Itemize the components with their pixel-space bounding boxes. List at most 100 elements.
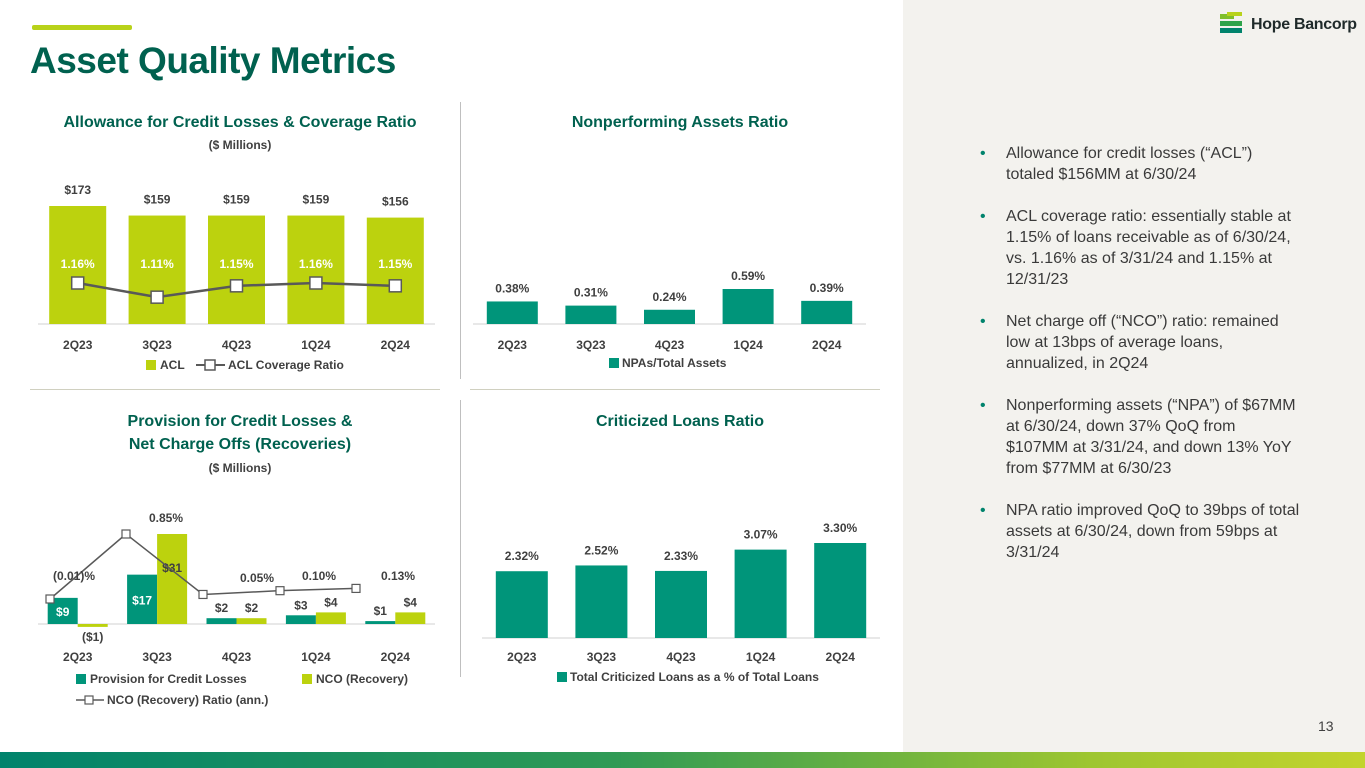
bullet-dot-icon: • bbox=[980, 502, 986, 519]
acl-bar bbox=[49, 206, 107, 324]
criticized-bar-label: 2.32% bbox=[505, 549, 539, 563]
company-logo: Hope Bancorp bbox=[1217, 11, 1357, 39]
provision-bar-label: $9 bbox=[56, 605, 70, 619]
acl-bar bbox=[366, 217, 424, 324]
criticized-bar-label: 2.52% bbox=[584, 543, 618, 557]
criticized-bar-label: 3.07% bbox=[744, 528, 778, 542]
logo-text: Hope Bancorp bbox=[1251, 16, 1357, 33]
bullet-item: • ACL coverage ratio: essentially stable … bbox=[980, 206, 1300, 290]
npa-tick-label: 2Q23 bbox=[498, 338, 528, 352]
key-points-list: • Allowance for credit losses (“ACL”) tot… bbox=[980, 143, 1300, 584]
bullet-text: Allowance for credit losses (“ACL”) tota… bbox=[1006, 145, 1253, 183]
criticized-bar-label: 2.33% bbox=[664, 549, 698, 563]
criticized-bar bbox=[814, 543, 867, 638]
acl-legend-label: ACL bbox=[160, 358, 185, 372]
criticized-tick-label: 2Q24 bbox=[826, 650, 856, 664]
bullet-dot-icon: • bbox=[980, 397, 986, 414]
criticized-bar bbox=[734, 549, 787, 638]
provision-bar-label: $1 bbox=[374, 604, 388, 618]
acl-tick-label: 1Q24 bbox=[301, 338, 331, 352]
acl-coverage-marker bbox=[150, 290, 164, 304]
npa-tick-label: 3Q23 bbox=[576, 338, 606, 352]
provision-bar bbox=[365, 621, 396, 624]
provision-bar-label: $2 bbox=[215, 601, 229, 615]
npa-bar-label: 0.24% bbox=[652, 290, 686, 304]
acl-bar bbox=[287, 215, 345, 324]
npa-bar bbox=[644, 309, 695, 324]
nco-ratio-marker bbox=[275, 586, 285, 596]
nco-bar bbox=[77, 624, 108, 627]
acl-bar bbox=[208, 215, 265, 324]
nco-bar bbox=[157, 534, 188, 624]
nco-legend-swatch bbox=[302, 674, 312, 684]
provision-bar bbox=[285, 615, 316, 624]
bullet-item: • Allowance for credit losses (“ACL”) tot… bbox=[980, 143, 1300, 185]
title-accent-line bbox=[32, 25, 132, 30]
bullet-text: Net charge off (“NCO”) ratio: remained l… bbox=[1006, 313, 1279, 372]
horizontal-divider-right bbox=[470, 389, 880, 390]
criticized-chart-title: Criticized Loans Ratio bbox=[595, 413, 765, 430]
acl-legend-swatch bbox=[146, 360, 156, 370]
acl-coverage-marker bbox=[70, 276, 85, 290]
acl-coverage-label: 1.15% bbox=[378, 257, 412, 271]
nco-ratio-label: 0.85% bbox=[149, 511, 183, 525]
nco-ratio-legend-marker bbox=[84, 695, 94, 705]
nco-ratio-line bbox=[49, 533, 357, 600]
criticized-tick-label: 2Q23 bbox=[507, 650, 537, 664]
nco-bar bbox=[395, 612, 426, 624]
provision-bar-label: $3 bbox=[294, 598, 308, 612]
npa-legend-swatch bbox=[609, 358, 619, 368]
nco-ratio-legend-label: NCO (Recovery) Ratio (ann.) bbox=[107, 693, 268, 707]
provision-tick-label: 4Q23 bbox=[222, 650, 252, 664]
npa-bar-label: 0.31% bbox=[574, 286, 608, 300]
provision-bar bbox=[206, 618, 237, 624]
acl-coverage-label: 1.16% bbox=[299, 257, 333, 271]
acl-chart-title: Allowance for Credit Losses & Coverage R… bbox=[63, 114, 417, 131]
acl-coverage-marker bbox=[309, 276, 323, 290]
provision-chart-subtitle: ($ Millions) bbox=[208, 461, 272, 475]
acl-bar-label: $159 bbox=[144, 193, 171, 207]
provision-chart-title-line2: Net Charge Offs (Recoveries) bbox=[128, 436, 352, 453]
vertical-divider-bottom bbox=[460, 400, 461, 677]
nco-bar-label: $2 bbox=[245, 601, 259, 615]
acl-coverage-marker bbox=[229, 279, 244, 293]
acl-coverage-marker bbox=[388, 279, 403, 293]
summary-panel bbox=[903, 0, 1365, 752]
acl-bar-label: $159 bbox=[223, 193, 250, 207]
page-number: 13 bbox=[1318, 718, 1334, 734]
bullet-item: • NPA ratio improved QoQ to 39bps of tota… bbox=[980, 500, 1300, 563]
npa-bar-label: 0.39% bbox=[810, 281, 844, 295]
bullet-text: ACL coverage ratio: essentially stable a… bbox=[1006, 208, 1291, 288]
acl-tick-label: 2Q24 bbox=[381, 338, 411, 352]
provision-tick-label: 3Q23 bbox=[142, 650, 172, 664]
acl-coverage-label: 1.15% bbox=[219, 257, 253, 271]
bullet-dot-icon: • bbox=[980, 145, 986, 162]
acl-tick-label: 2Q23 bbox=[63, 338, 93, 352]
bullet-item: • Net charge off (“NCO”) ratio: remained … bbox=[980, 311, 1300, 374]
page-title: Asset Quality Metrics bbox=[30, 40, 396, 81]
criticized-legend-label: Total Criticized Loans as a % of Total L… bbox=[570, 670, 819, 684]
nco-bar bbox=[236, 618, 267, 624]
hope-bancorp-logo-icon bbox=[1220, 12, 1242, 33]
nco-bar-label: $4 bbox=[324, 595, 338, 609]
criticized-bar-label: 3.30% bbox=[823, 521, 857, 535]
acl-bar-label: $159 bbox=[303, 193, 330, 207]
acl-chart-subtitle: ($ Millions) bbox=[208, 138, 272, 152]
npa-tick-label: 1Q24 bbox=[733, 338, 763, 352]
npa-bar-label: 0.38% bbox=[495, 281, 529, 295]
bullet-item: • Nonperforming assets (“NPA”) of $67MM a… bbox=[980, 395, 1300, 479]
nco-bar-label: ($1) bbox=[82, 630, 103, 644]
horizontal-divider-left bbox=[30, 389, 440, 390]
bullet-text: NPA ratio improved QoQ to 39bps of total… bbox=[1006, 502, 1300, 561]
provision-tick-label: 1Q24 bbox=[301, 650, 331, 664]
provision-bar bbox=[47, 597, 78, 624]
provision-bar-label: $17 bbox=[132, 593, 152, 607]
provision-legend-swatch bbox=[76, 674, 86, 684]
provision-chart-title: Provision for Credit Losses & bbox=[127, 413, 353, 430]
acl-bar-label: $156 bbox=[382, 195, 409, 209]
acl-legend-marker bbox=[204, 359, 216, 371]
nco-ratio-label: (0.01)% bbox=[53, 569, 95, 583]
bullet-text: Nonperforming assets (“NPA”) of $67MM at… bbox=[1006, 397, 1296, 477]
criticized-tick-label: 3Q23 bbox=[587, 650, 617, 664]
npa-bar bbox=[801, 300, 853, 324]
